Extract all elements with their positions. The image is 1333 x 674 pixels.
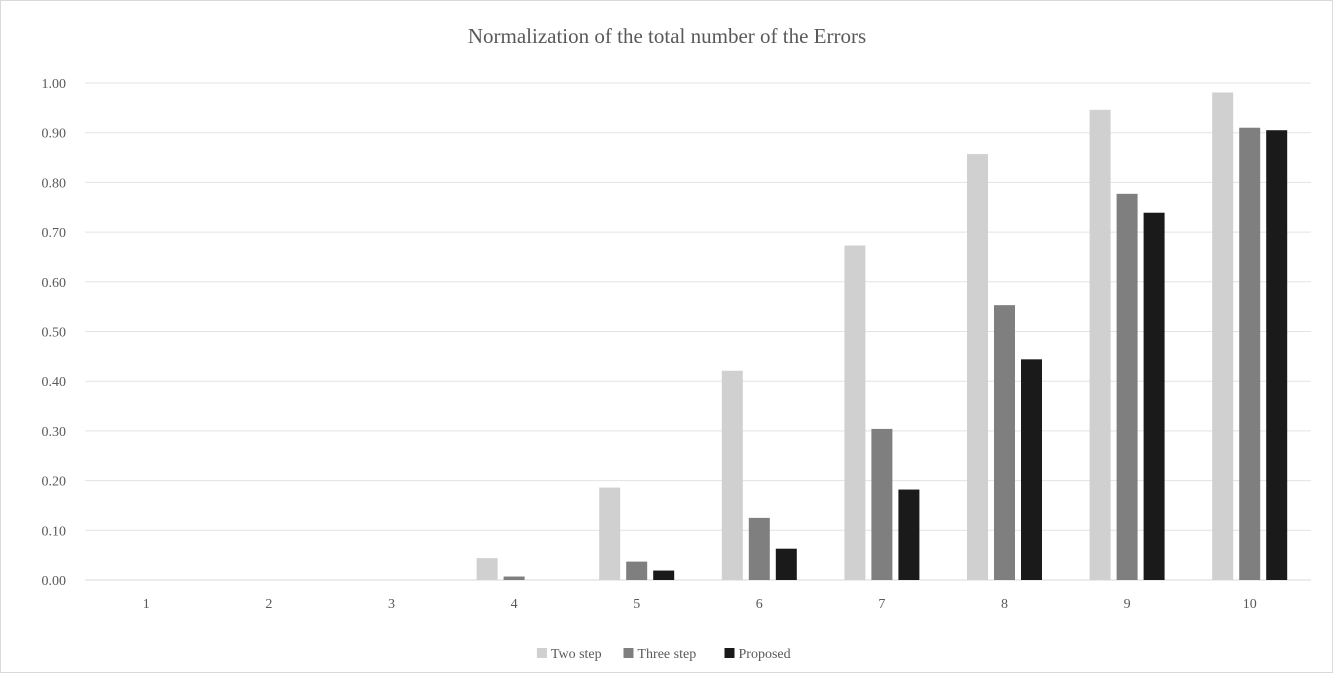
bar-two-step-7 bbox=[844, 245, 866, 581]
bar-three-step-7 bbox=[871, 428, 893, 580]
bar-three-step-6 bbox=[748, 517, 770, 580]
bar-proposed-7 bbox=[898, 489, 920, 580]
y-tick-label: 0.20 bbox=[42, 475, 67, 490]
bar-two-step-8 bbox=[967, 154, 988, 581]
x-tick-label: 10 bbox=[1243, 597, 1257, 612]
bar-proposed-6 bbox=[775, 548, 797, 580]
legend-swatch-two-step bbox=[536, 648, 547, 658]
legend-label-two-step: Two step bbox=[551, 647, 602, 662]
x-tick-label: 5 bbox=[633, 597, 640, 612]
legend-swatch-proposed bbox=[724, 648, 735, 658]
y-axis-ticks: 0.00 0.10 0.20 0.30 0.40 0.50 0.60 0.70 0.80 0.90… bbox=[42, 77, 67, 589]
y-tick-label: 0.80 bbox=[42, 176, 67, 191]
x-tick-label: 3 bbox=[388, 597, 395, 612]
y-tick-label: 0.70 bbox=[42, 226, 67, 241]
x-tick-label: 8 bbox=[1001, 597, 1008, 612]
y-tick-label: 0.30 bbox=[42, 425, 67, 440]
bar-proposed-8 bbox=[1021, 359, 1042, 580]
y-tick-label: 0.00 bbox=[42, 574, 67, 589]
x-tick-label: 2 bbox=[265, 597, 272, 612]
bar-three-step-4 bbox=[503, 576, 525, 580]
bar-two-step-10 bbox=[1212, 92, 1234, 581]
bar-two-step-5 bbox=[599, 487, 621, 580]
bar-three-step-5 bbox=[626, 561, 648, 580]
legend-label-three-step: Three step bbox=[638, 647, 697, 662]
y-tick-label: 0.60 bbox=[42, 276, 67, 291]
x-tick-label: 6 bbox=[756, 597, 763, 612]
bar-two-step-6 bbox=[721, 370, 743, 580]
y-tick-label: 0.50 bbox=[42, 326, 67, 341]
legend: Two step Three step Proposed bbox=[536, 647, 791, 662]
bar-proposed-5 bbox=[653, 570, 675, 580]
bar-three-step-9 bbox=[1116, 193, 1138, 580]
bar-proposed-10 bbox=[1266, 130, 1288, 580]
bar-two-step-4 bbox=[476, 558, 498, 580]
x-tick-label: 4 bbox=[511, 597, 518, 612]
y-tick-label: 0.40 bbox=[42, 375, 67, 390]
x-tick-label: 1 bbox=[143, 597, 150, 612]
y-tick-label: 1.00 bbox=[42, 77, 67, 92]
bars bbox=[476, 92, 1288, 581]
chart-title: Normalization of the total number of the… bbox=[468, 24, 866, 48]
y-tick-label: 0.10 bbox=[42, 524, 67, 539]
x-axis-ticks: 1 2 3 4 5 6 7 8 9 10 bbox=[143, 597, 1257, 612]
bar-three-step-10 bbox=[1239, 127, 1261, 580]
x-tick-label: 9 bbox=[1124, 597, 1131, 612]
bar-two-step-9 bbox=[1089, 109, 1111, 580]
bar-three-step-8 bbox=[994, 305, 1015, 580]
legend-swatch-three-step bbox=[623, 648, 634, 658]
x-tick-label: 7 bbox=[878, 597, 885, 612]
y-tick-label: 0.90 bbox=[42, 127, 67, 142]
legend-label-proposed: Proposed bbox=[739, 647, 791, 662]
bar-proposed-9 bbox=[1143, 212, 1165, 581]
